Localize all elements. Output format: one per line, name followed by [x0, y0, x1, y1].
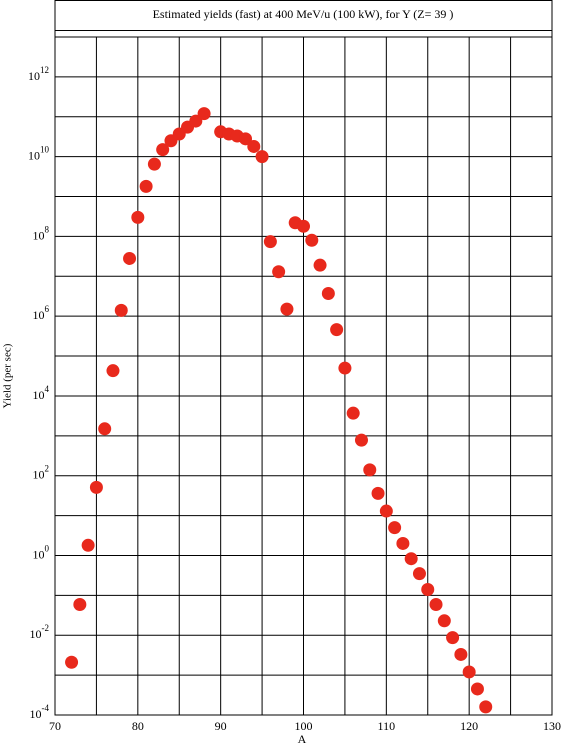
data-point — [379, 504, 393, 518]
data-point — [313, 258, 327, 272]
data-point — [338, 361, 352, 375]
data-point — [156, 143, 170, 157]
y-tick-base: 10 — [30, 707, 42, 721]
data-point — [470, 682, 484, 696]
data-point — [147, 157, 161, 171]
data-point — [272, 265, 286, 279]
data-point — [247, 139, 261, 153]
data-point — [388, 521, 402, 535]
data-point — [263, 235, 277, 249]
y-tick-exponent: 4 — [45, 384, 50, 394]
y-tick-base: 10 — [33, 547, 45, 561]
data-point — [454, 647, 468, 661]
y-tick-base: 10 — [33, 388, 45, 402]
data-point — [81, 538, 95, 552]
y-tick-exponent: 0 — [45, 544, 50, 554]
data-point — [297, 219, 310, 233]
y-tick-label: 108 — [33, 224, 50, 242]
y-tick-exponent: 6 — [45, 304, 50, 314]
data-point — [255, 150, 269, 164]
x-tick-label: 130 — [543, 719, 561, 733]
data-point — [197, 107, 211, 121]
data-point — [330, 323, 344, 337]
data-point — [89, 480, 103, 494]
y-tick-label: 102 — [33, 464, 50, 482]
y-tick-base: 10 — [33, 308, 45, 322]
data-point — [114, 303, 128, 317]
y-tick-exponent: 2 — [45, 464, 50, 474]
y-tick-base: 10 — [33, 228, 45, 242]
data-point — [189, 114, 203, 128]
data-point — [65, 655, 79, 669]
data-point — [305, 233, 319, 247]
data-point — [131, 210, 145, 224]
data-point — [396, 536, 410, 550]
y-tick-exponent: -2 — [42, 623, 50, 633]
x-tick-label: 80 — [132, 719, 144, 733]
y-tick-label: 100 — [33, 544, 50, 562]
y-tick-label: 1012 — [28, 65, 49, 83]
data-point — [106, 364, 120, 378]
data-point — [123, 251, 137, 265]
data-point — [73, 597, 87, 611]
data-point — [280, 302, 294, 316]
data-point — [139, 179, 153, 193]
y-axis-label: Yield (per sec) — [2, 343, 14, 408]
y-tick-base: 10 — [28, 148, 40, 162]
y-tick-exponent: 12 — [40, 65, 49, 75]
y-tick-label: 10-2 — [30, 623, 50, 641]
data-point — [354, 433, 368, 447]
chart-title: Estimated yields (fast) at 400 MeV/u (10… — [153, 7, 454, 21]
y-tick-exponent: 10 — [40, 145, 50, 155]
y-tick-base: 10 — [28, 69, 40, 83]
data-point — [462, 665, 476, 679]
y-tick-base: 10 — [30, 627, 42, 641]
data-point — [98, 422, 112, 436]
x-tick-label: 70 — [49, 719, 61, 733]
x-tick-label: 90 — [215, 719, 227, 733]
data-point — [239, 132, 253, 146]
y-tick-exponent: 8 — [45, 224, 50, 234]
x-tick-label: 100 — [295, 719, 313, 733]
data-point — [404, 552, 418, 566]
y-tick-exponent: -4 — [42, 703, 50, 713]
x-tick-label: 120 — [460, 719, 478, 733]
x-axis-label: A — [298, 732, 307, 746]
y-tick-label: 10-4 — [30, 703, 50, 721]
y-tick-label: 106 — [33, 304, 50, 322]
data-point — [429, 597, 443, 611]
data-point — [446, 631, 460, 645]
data-point — [412, 567, 426, 581]
data-point — [421, 583, 435, 597]
data-point — [437, 614, 451, 628]
data-point — [346, 406, 360, 420]
data-point — [321, 287, 335, 301]
y-tick-label: 104 — [33, 384, 50, 402]
data-point — [363, 463, 377, 477]
y-tick-base: 10 — [33, 467, 45, 481]
y-tick-label: 1010 — [28, 145, 50, 163]
x-tick-label: 110 — [378, 719, 396, 733]
data-point — [479, 700, 493, 714]
data-point — [371, 486, 385, 500]
